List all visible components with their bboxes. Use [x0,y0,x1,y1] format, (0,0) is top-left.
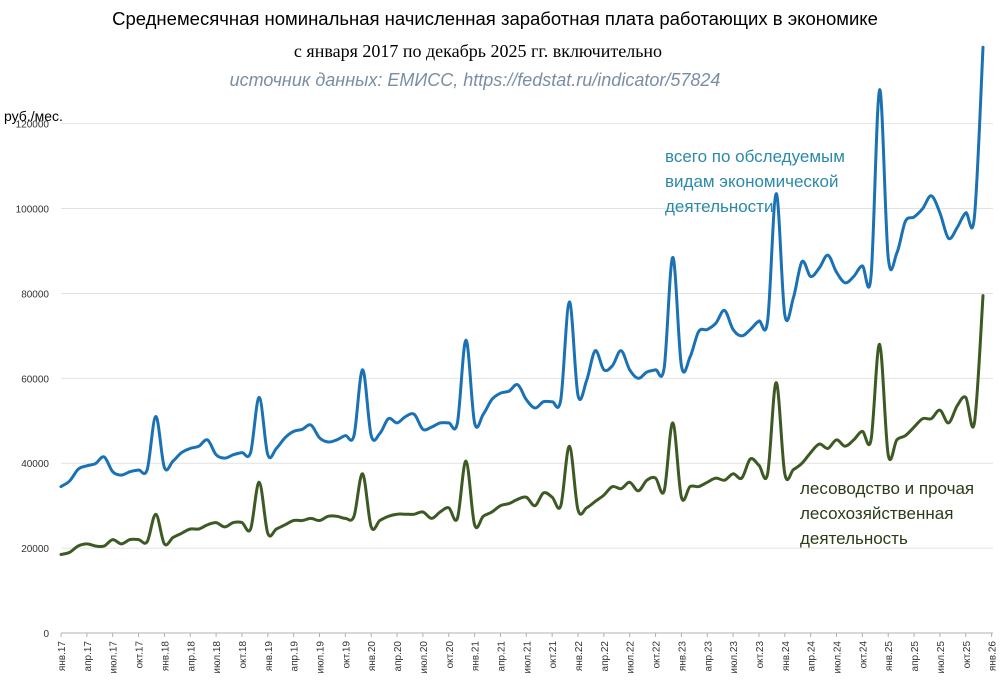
x-tick-label: окт.25 [962,641,973,669]
y-tick-label: 0 [43,629,49,640]
x-tick-label: янв.26 [988,641,999,672]
x-tick-label: апр.18 [186,641,197,672]
x-tick-label: апр.19 [290,641,301,672]
series-lines [59,45,985,556]
y-tick-label: 120000 [16,120,50,131]
x-tick-label: июл.24 [833,641,844,674]
x-tick-label: июл.21 [522,641,533,674]
y-tick-label: 20000 [21,544,49,555]
x-tick-label: янв.18 [160,641,171,672]
series-labels: всего по обследуемым видам экономической д… [665,147,974,548]
y-tick-label: 80000 [21,289,49,300]
x-tick-label: июл.19 [316,641,327,674]
x-tick-label: янв.23 [677,641,688,672]
y-axis-unit-label: руб./мес. [4,108,63,124]
x-tick-label: янв.22 [574,641,585,672]
series-label: всего по обследуемым видам экономической д… [665,147,845,216]
x-tick-label: окт.24 [858,641,869,669]
y-tick-label: 100000 [16,205,50,216]
x-tick-label: июл.17 [109,641,120,674]
x-tick-label: янв.21 [471,641,482,672]
x-tick-label: апр.21 [496,641,507,672]
x-tick-label: окт.21 [548,641,559,669]
x-tick-label: апр.17 [83,641,94,672]
x-tick-label: окт.17 [135,641,146,669]
x-tick-label: апр.24 [807,641,818,672]
x-tick-label: апр.23 [703,641,714,672]
x-axis-ticks: янв.17 апр.17 июл.17 окт.17 янв.18 апр.18 июл.… [57,633,999,674]
x-tick-label: окт.18 [238,641,249,669]
x-tick-label: окт.22 [652,641,663,669]
gridlines [61,123,993,634]
y-tick-label: 40000 [21,459,49,470]
x-tick-label: янв.20 [367,641,378,672]
series-label: лесоводство и прочая лесохозяйственная дея… [800,479,974,548]
chart-subtitle: с января 2017 по декабрь 2025 гг. включи… [293,41,663,61]
x-tick-label: июл.22 [626,641,637,674]
x-tick-label: янв.17 [57,641,68,672]
series-line-forestry [59,294,985,556]
x-tick-label: июл.18 [212,641,223,674]
chart-title: Среднемесячная номинальная начисленная з… [112,8,878,29]
x-tick-label: апр.25 [910,641,921,672]
x-tick-label: окт.20 [445,641,456,669]
x-tick-label: окт.23 [755,641,766,669]
x-tick-label: янв.24 [781,641,792,672]
x-tick-label: окт.19 [341,641,352,669]
data-source-note: источник данных: ЕМИСС, https://fedstat.… [229,70,721,90]
x-tick-label: июл.25 [936,641,947,674]
x-tick-label: июл.23 [729,641,740,674]
x-tick-label: апр.22 [600,641,611,672]
x-tick-label: апр.20 [393,641,404,672]
series-line-total [59,45,985,489]
y-axis-ticks: 0 20000 40000 60000 80000 100000 120000 [16,120,50,640]
x-tick-label: янв.19 [264,641,275,672]
x-tick-label: янв.25 [884,641,895,672]
y-tick-label: 60000 [21,374,49,385]
x-tick-label: июл.20 [419,641,430,674]
